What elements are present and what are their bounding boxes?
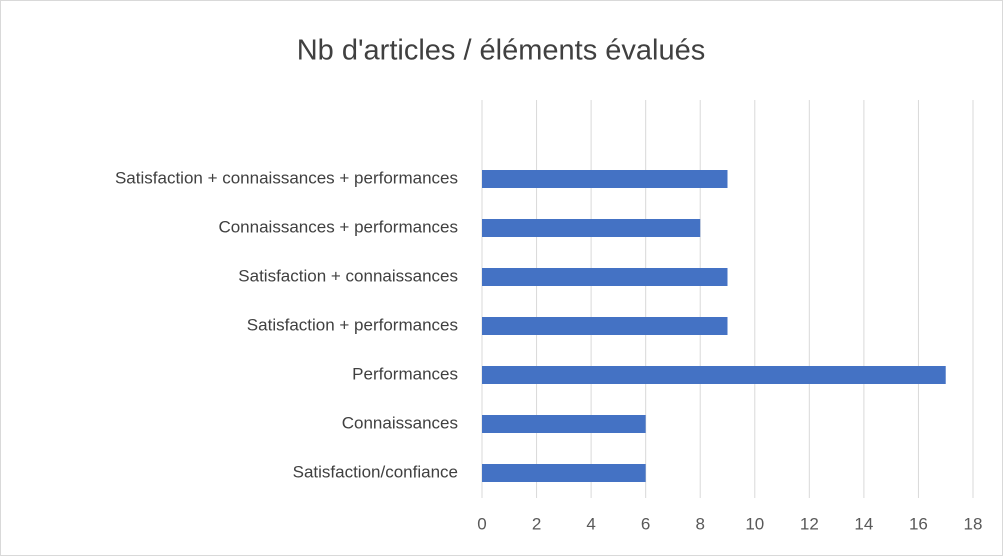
y-tick-label: Connaissances + performances <box>218 217 458 236</box>
x-tick-label: 8 <box>695 514 704 533</box>
y-tick-label: Connaissances <box>342 413 458 432</box>
bar <box>482 366 946 384</box>
chart-title: Nb d'articles / éléments évalués <box>297 35 706 67</box>
x-tick-label: 10 <box>745 514 764 533</box>
bar <box>482 268 728 286</box>
bar <box>482 464 646 482</box>
y-tick-label: Performances <box>352 364 458 383</box>
bar <box>482 219 701 237</box>
x-tick-label: 14 <box>854 514 873 533</box>
y-tick-label: Satisfaction/confiance <box>293 462 458 481</box>
bar <box>482 415 646 433</box>
x-tick-label: 2 <box>532 514 541 533</box>
bar <box>482 170 728 188</box>
y-tick-label: Satisfaction + connaissances + performan… <box>115 168 458 187</box>
bar <box>482 317 728 335</box>
x-tick-label: 0 <box>477 514 486 533</box>
x-tick-label: 6 <box>641 514 650 533</box>
x-tick-label: 4 <box>586 514 595 533</box>
x-tick-label: 18 <box>964 514 983 533</box>
x-tick-label: 16 <box>909 514 928 533</box>
x-tick-label: 12 <box>800 514 819 533</box>
y-tick-label: Satisfaction + performances <box>247 315 458 334</box>
y-tick-label: Satisfaction + connaissances <box>238 266 458 285</box>
